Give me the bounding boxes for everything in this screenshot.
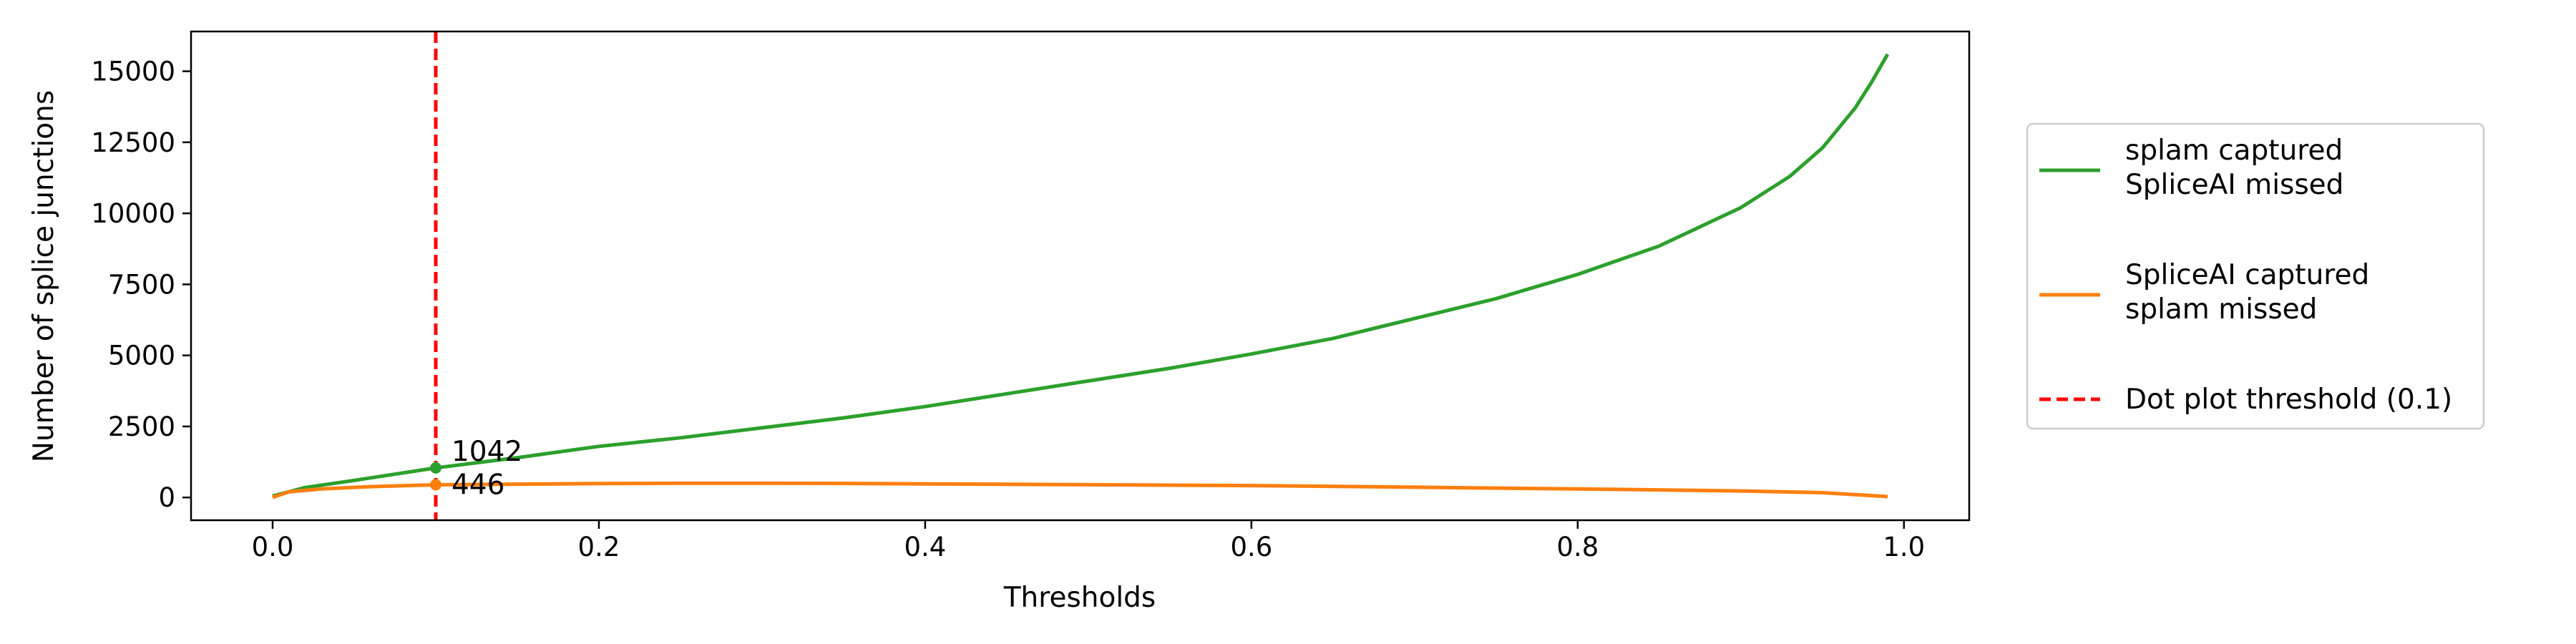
x-tick-label: 1.0: [1883, 532, 1925, 562]
y-axis-label: Number of splice junctions: [28, 90, 60, 462]
legend-label-spliceai: SpliceAI captured splam missed: [2125, 259, 2379, 326]
series-line-spliceai: [272, 481, 1888, 499]
plot-area: [272, 31, 1890, 520]
series-line-splam: [272, 53, 1890, 498]
annotation-label: 1042: [452, 436, 522, 468]
legend-label-threshold: Dot plot threshold (0.1): [2125, 384, 2452, 416]
y-tick-label: 15000: [91, 57, 175, 87]
x-axis-label: Thresholds: [1003, 582, 1156, 614]
y-tick-label: 5000: [108, 341, 175, 371]
y-tick-label: 0: [158, 482, 175, 513]
annotation-point: [429, 479, 441, 491]
y-tick-label: 10000: [91, 198, 175, 229]
y-tick-label: 12500: [91, 127, 175, 158]
x-tick-label: 0.8: [1556, 532, 1599, 562]
y-tick-label: 2500: [108, 411, 175, 442]
y-axis: 0 2500 5000 7500 10000 12500 15000: [91, 57, 191, 513]
x-tick-label: 0.4: [904, 532, 946, 562]
y-tick-label: 7500: [108, 269, 175, 300]
annotation-point: [429, 462, 441, 474]
plot-frame: [190, 30, 1971, 522]
annotation-label: 446: [452, 469, 504, 502]
x-tick-label: 0.0: [252, 532, 294, 562]
x-axis: 0.0 0.2 0.4 0.6 0.8 1.0: [252, 520, 1925, 562]
legend-box: [2026, 122, 2485, 430]
legend-label-splam: splam captured SpliceAI missed: [2125, 135, 2352, 201]
x-tick-label: 0.6: [1230, 532, 1272, 562]
legend: splam captured SpliceAI missed SpliceAI …: [2026, 122, 2485, 430]
x-tick-label: 0.2: [578, 532, 620, 562]
